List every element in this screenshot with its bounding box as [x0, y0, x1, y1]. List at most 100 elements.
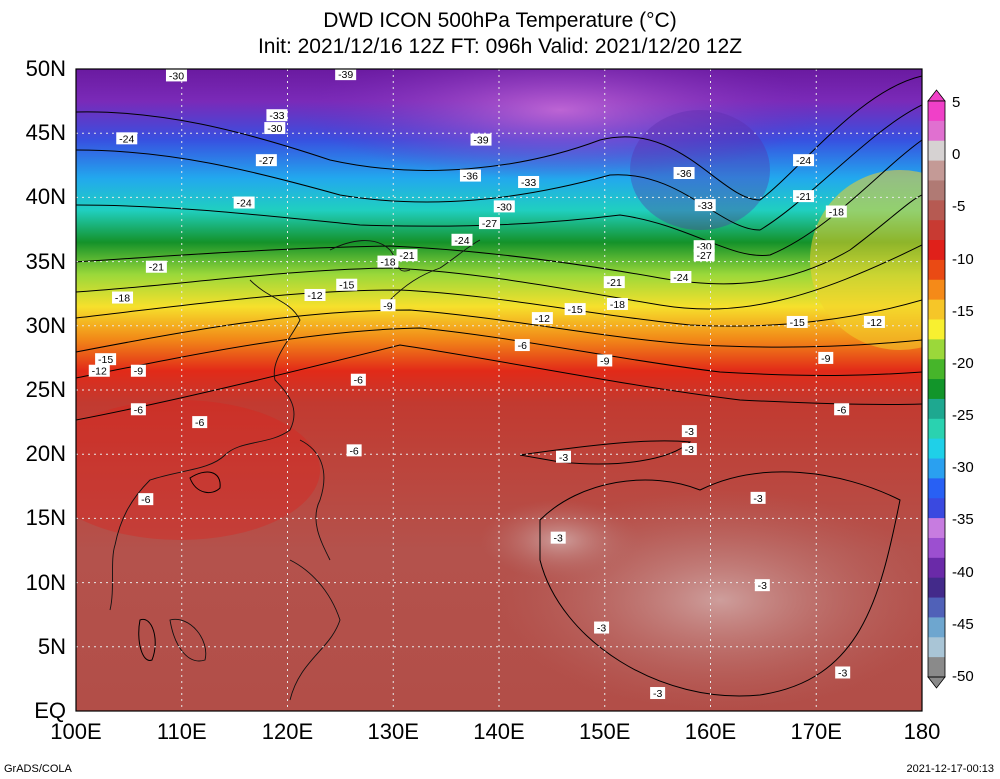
contour-label: -9 [130, 364, 146, 378]
svg-text:-30: -30 [497, 201, 512, 213]
svg-text:-15: -15 [98, 354, 113, 366]
plot-frame [75, 68, 923, 712]
contour-label: -27 [255, 154, 277, 167]
svg-text:-12: -12 [307, 290, 322, 302]
lat-tick-label: 50N [25, 56, 66, 81]
contour-label: -12 [88, 364, 110, 378]
contour-label: -9 [818, 351, 834, 365]
svg-text:-18: -18 [115, 293, 130, 305]
contour-label: -3 [750, 491, 766, 505]
contour-label: -27 [478, 217, 500, 230]
contour-label: -6 [350, 373, 366, 387]
svg-text:-3: -3 [685, 426, 694, 438]
svg-text:-3: -3 [758, 580, 767, 592]
svg-text:-24: -24 [796, 155, 811, 167]
svg-text:-15: -15 [339, 280, 354, 292]
colorbar-swatch [928, 279, 945, 301]
contour-label: -39 [335, 68, 357, 81]
colorbar-swatch [928, 438, 945, 460]
svg-text:-21: -21 [796, 191, 811, 203]
contour-label: -36 [673, 167, 695, 180]
contour-label: -39 [470, 133, 492, 147]
svg-text:-21: -21 [399, 250, 414, 262]
contour-label: -15 [336, 278, 358, 292]
colorbar-tick-label: -20 [952, 354, 974, 372]
colorbar [927, 89, 946, 689]
contour-label: -12 [863, 315, 885, 329]
colorbar-min-arrow [927, 676, 946, 689]
colorbar-swatch [928, 200, 945, 221]
svg-text:-6: -6 [837, 404, 846, 416]
contour-label: -30 [264, 122, 286, 135]
svg-text:-24: -24 [119, 133, 134, 145]
contour-label: -3 [650, 687, 666, 700]
colorbar-swatch [928, 359, 945, 380]
colorbar-tick-label: 5 [952, 94, 961, 111]
colorbar-tick-label: -25 [952, 407, 974, 425]
svg-text:-6: -6 [141, 494, 150, 506]
svg-text:-3: -3 [554, 533, 563, 545]
contour-label: -6 [192, 416, 208, 429]
svg-text:-12: -12 [535, 313, 550, 325]
contour-label: -18 [825, 205, 847, 219]
colorbar-swatch [928, 160, 945, 181]
colorbar-tick-label: -35 [952, 511, 974, 529]
colorbar-swatch [928, 299, 945, 320]
contour-label: -3 [681, 443, 697, 456]
chart-title: DWD ICON 500hPa Temperature (°C) [323, 9, 677, 32]
svg-text:-3: -3 [838, 667, 847, 679]
contour-label: -21 [145, 260, 167, 274]
credit-left: GrADS/COLA [4, 763, 72, 775]
colorbar-swatch [928, 101, 945, 122]
contour-label: -21 [793, 190, 815, 203]
colorbar-swatch [928, 597, 945, 618]
lat-tick-label: 40N [25, 184, 66, 210]
colorbar-swatch [928, 339, 945, 360]
colorbar-swatch [928, 577, 945, 599]
contour-label: -3 [556, 450, 572, 464]
colorbar-swatch [928, 319, 945, 340]
lat-tick-label: 35N [25, 248, 66, 274]
contour-label: -6 [138, 493, 154, 506]
contour-label: -18 [606, 297, 628, 311]
contour-label: -12 [304, 288, 326, 302]
svg-text:-6: -6 [349, 445, 358, 457]
svg-text:-39: -39 [473, 135, 488, 147]
colorbar-swatch [928, 518, 945, 539]
lat-tick-label: 30N [25, 312, 66, 338]
colorbar-swatch [928, 120, 945, 142]
contour-label: -12 [531, 312, 553, 325]
credit-right: 2021-12-17-00:13 [906, 763, 994, 775]
colorbar-tick-label: -40 [952, 563, 974, 581]
svg-text:-9: -9 [383, 300, 392, 312]
svg-text:-18: -18 [610, 299, 625, 311]
svg-text:-30: -30 [267, 123, 282, 135]
colorbar-swatch [928, 478, 945, 499]
svg-text:-3: -3 [559, 452, 568, 464]
lat-tick-label: 45N [25, 120, 66, 146]
contour-labels: -30 -39-33-30-24 -39-27-36-33-36-24-24 -30-… [88, 68, 885, 700]
lat-tick-label: EQ [34, 698, 66, 723]
lon-tick-label: 140E [473, 719, 525, 744]
colorbar-swatch [928, 240, 945, 261]
colorbar-swatch [928, 498, 945, 519]
colorbar-tick-label: -10 [952, 250, 974, 268]
contour-label: -15 [786, 315, 808, 329]
contour-label: -24 [116, 132, 138, 145]
svg-text:-6: -6 [354, 375, 363, 387]
lon-tick-label: 100E [50, 719, 102, 744]
contour-label: -21 [396, 249, 418, 262]
svg-text:-9: -9 [600, 355, 609, 367]
contour-label: -3 [754, 579, 770, 592]
contour-label: -24 [451, 233, 473, 247]
svg-text:-3: -3 [685, 444, 694, 456]
contour-label: -30 [165, 69, 187, 82]
contour-label: -6 [130, 403, 146, 416]
contour-label: -24 [670, 271, 692, 284]
contour-label: -24 [233, 196, 255, 210]
lat-tick-label: 10N [25, 569, 66, 595]
contour-label: -21 [603, 276, 625, 289]
contour-label: -15 [95, 353, 117, 366]
chart-subtitle: Init: 2021/12/16 12Z FT: 096h Valid: 202… [257, 35, 743, 58]
